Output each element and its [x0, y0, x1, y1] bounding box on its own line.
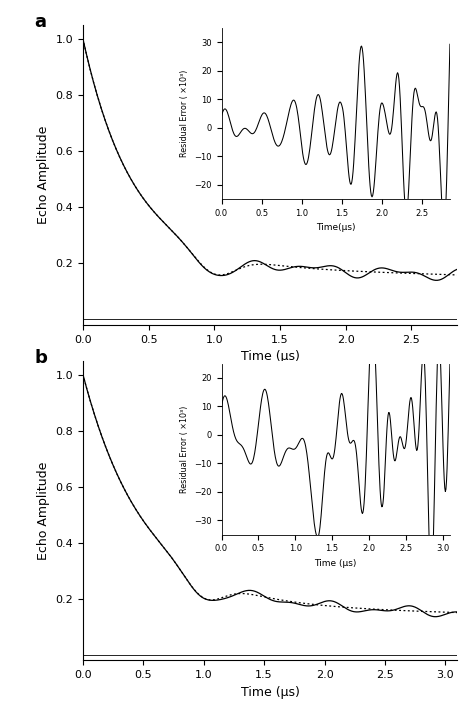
Text: b: b: [34, 348, 47, 366]
Y-axis label: Echo Amplitude: Echo Amplitude: [37, 126, 50, 224]
Text: a: a: [34, 13, 46, 31]
X-axis label: Time (μs): Time (μs): [241, 350, 300, 363]
Y-axis label: Echo Amplitude: Echo Amplitude: [37, 461, 50, 560]
X-axis label: Time (μs): Time (μs): [241, 685, 300, 699]
